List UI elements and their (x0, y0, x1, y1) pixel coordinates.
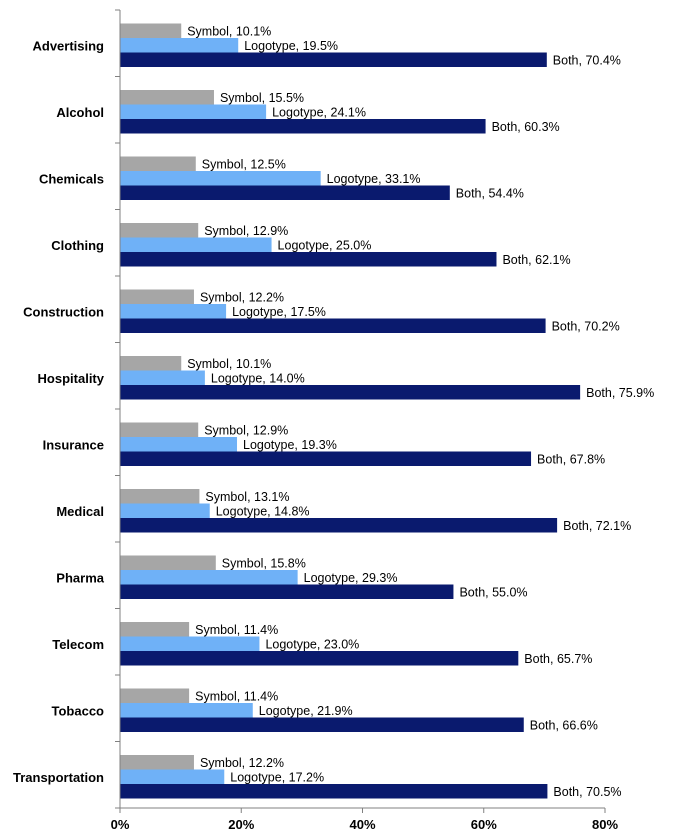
data-label-logotype-transportation: Logotype, 17.2% (230, 770, 324, 784)
data-label-logotype-chemicals: Logotype, 33.1% (327, 172, 421, 186)
bar-logotype-construction (120, 304, 227, 319)
data-label-both-insurance: Both, 67.8% (537, 452, 605, 466)
category-label-chemicals: Chemicals (39, 171, 104, 186)
bar-symbol-telecom (120, 622, 190, 637)
category-label-alcohol: Alcohol (56, 105, 104, 120)
bar-both-alcohol (120, 119, 486, 134)
category-label-hospitality: Hospitality (38, 371, 105, 386)
data-label-logotype-telecom: Logotype, 23.0% (265, 637, 359, 651)
category-label-clothing: Clothing (51, 238, 104, 253)
bar-both-medical (120, 518, 558, 533)
category-label-construction: Construction (23, 304, 104, 319)
x-tick-label: 40% (349, 817, 375, 832)
data-label-logotype-advertising: Logotype, 19.5% (244, 39, 338, 53)
bar-logotype-medical (120, 503, 210, 518)
bar-both-insurance (120, 451, 532, 466)
bar-both-pharma (120, 584, 454, 599)
category-label-advertising: Advertising (32, 38, 104, 53)
data-label-both-clothing: Both, 62.1% (502, 253, 570, 267)
data-label-logotype-pharma: Logotype, 29.3% (304, 571, 398, 585)
data-label-logotype-medical: Logotype, 14.8% (216, 504, 310, 518)
bar-logotype-telecom (120, 636, 260, 651)
data-label-symbol-transportation: Symbol, 12.2% (200, 756, 284, 770)
bar-logotype-tobacco (120, 703, 253, 718)
bar-symbol-tobacco (120, 688, 190, 703)
bar-symbol-medical (120, 489, 200, 504)
data-label-both-pharma: Both, 55.0% (459, 585, 527, 599)
bar-logotype-hospitality (120, 370, 205, 385)
bar-symbol-transportation (120, 755, 194, 770)
category-label-tobacco: Tobacco (52, 703, 105, 718)
data-label-both-tobacco: Both, 66.6% (530, 718, 598, 732)
bar-symbol-construction (120, 289, 194, 304)
bar-logotype-alcohol (120, 104, 267, 119)
category-labels-group: Advertising Alcohol Chemicals Clothing Const… (13, 38, 105, 785)
bar-logotype-clothing (120, 237, 272, 252)
category-label-transportation: Transportation (13, 770, 104, 785)
data-label-symbol-telecom: Symbol, 11.4% (195, 623, 278, 637)
data-label-both-advertising: Both, 70.4% (553, 53, 621, 67)
data-label-both-hospitality: Both, 75.9% (586, 386, 654, 400)
bars-group (120, 23, 581, 799)
bar-both-advertising (120, 52, 547, 67)
data-label-both-construction: Both, 70.2% (552, 319, 620, 333)
bar-symbol-clothing (120, 223, 199, 238)
bar-logotype-insurance (120, 437, 238, 452)
data-label-symbol-chemicals: Symbol, 12.5% (202, 157, 286, 171)
data-label-symbol-hospitality: Symbol, 10.1% (187, 357, 271, 371)
x-tick-label: 20% (228, 817, 254, 832)
bar-both-clothing (120, 252, 497, 267)
bar-symbol-alcohol (120, 90, 214, 105)
data-labels-group: Symbol, 10.1%Logotype, 19.5%Both, 70.4%S… (187, 24, 654, 799)
category-label-pharma: Pharma (56, 570, 104, 585)
data-label-symbol-construction: Symbol, 12.2% (200, 290, 284, 304)
bar-logotype-chemicals (120, 171, 321, 186)
bar-both-hospitality (120, 385, 581, 400)
data-label-symbol-medical: Symbol, 13.1% (205, 490, 289, 504)
data-label-symbol-alcohol: Symbol, 15.5% (220, 91, 304, 105)
data-label-symbol-insurance: Symbol, 12.9% (204, 423, 288, 437)
data-label-logotype-hospitality: Logotype, 14.0% (211, 371, 305, 385)
data-label-both-alcohol: Both, 60.3% (492, 120, 560, 134)
bar-symbol-pharma (120, 555, 216, 570)
axes-group: 0% 20% 40% 60% 80% (111, 9, 618, 832)
data-label-logotype-clothing: Logotype, 25.0% (278, 238, 372, 252)
data-label-both-transportation: Both, 70.5% (553, 785, 621, 799)
bar-symbol-hospitality (120, 356, 182, 371)
bar-logotype-pharma (120, 570, 298, 585)
data-label-logotype-tobacco: Logotype, 21.9% (259, 704, 353, 718)
data-label-both-telecom: Both, 65.7% (524, 652, 592, 666)
data-label-logotype-alcohol: Logotype, 24.1% (272, 105, 366, 119)
bar-symbol-insurance (120, 422, 199, 437)
x-tick-label: 60% (471, 817, 497, 832)
bar-symbol-chemicals (120, 156, 196, 171)
data-label-symbol-tobacco: Symbol, 11.4% (195, 689, 278, 703)
data-label-logotype-insurance: Logotype, 19.3% (243, 438, 337, 452)
bar-both-tobacco (120, 717, 524, 732)
data-label-logotype-construction: Logotype, 17.5% (232, 305, 326, 319)
x-tick-label: 80% (592, 817, 618, 832)
data-label-both-chemicals: Both, 54.4% (456, 186, 524, 200)
x-tick-label: 0% (111, 817, 130, 832)
data-label-symbol-clothing: Symbol, 12.9% (204, 224, 288, 238)
data-label-symbol-advertising: Symbol, 10.1% (187, 24, 271, 38)
data-label-both-medical: Both, 72.1% (563, 519, 631, 533)
bar-logotype-transportation (120, 769, 225, 784)
bar-both-chemicals (120, 185, 450, 200)
bar-logotype-advertising (120, 38, 239, 53)
category-label-medical: Medical (56, 504, 104, 519)
bar-both-transportation (120, 784, 548, 799)
category-label-insurance: Insurance (43, 437, 104, 452)
bar-both-construction (120, 318, 546, 333)
data-label-symbol-pharma: Symbol, 15.8% (222, 556, 306, 570)
bar-symbol-advertising (120, 23, 182, 38)
category-label-telecom: Telecom (52, 637, 104, 652)
bar-both-telecom (120, 651, 519, 666)
